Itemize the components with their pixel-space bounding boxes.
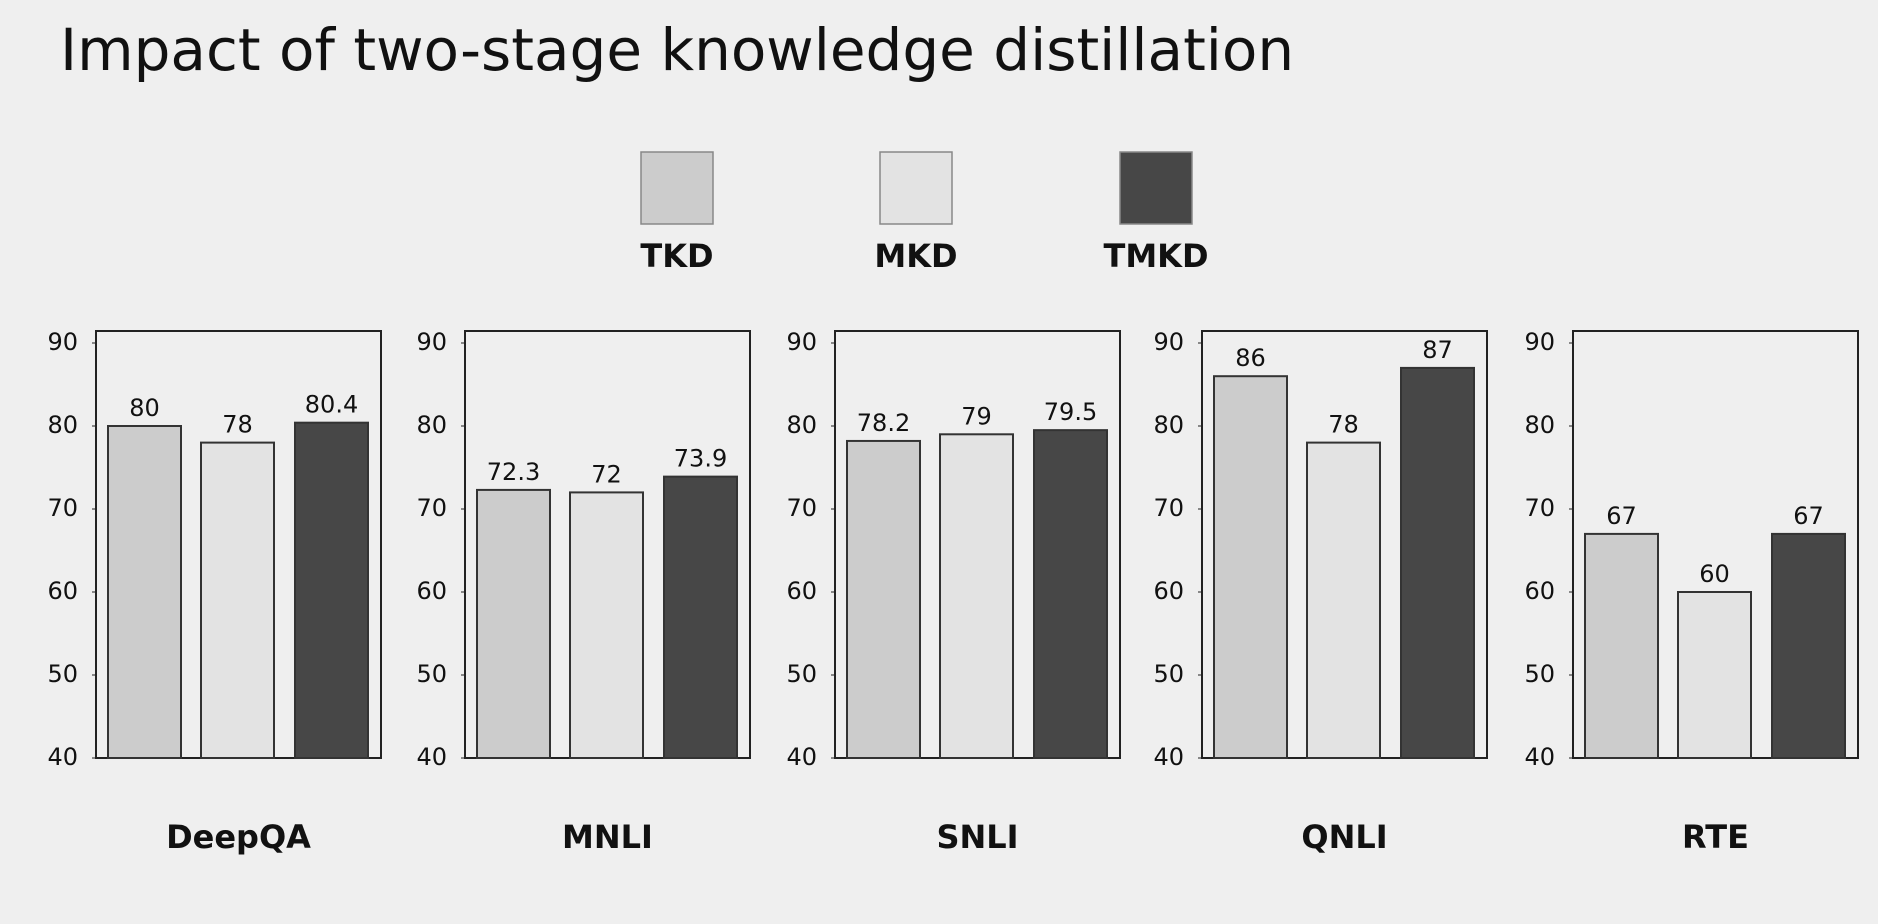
value-label: 67	[1793, 502, 1824, 530]
chart-label: MNLI	[562, 818, 653, 856]
bar	[1400, 366, 1475, 759]
y-tick-label: 70	[47, 494, 78, 522]
y-tick-label: 50	[47, 660, 78, 688]
y-tick-label: 90	[1153, 328, 1184, 356]
value-label: 78	[1328, 411, 1359, 439]
y-tick-label: 80	[1153, 411, 1184, 439]
value-label: 80	[129, 394, 160, 422]
value-label: 67	[1606, 502, 1637, 530]
y-tick-label: 70	[1153, 494, 1184, 522]
y-tick-label: 60	[47, 577, 78, 605]
y-tick-label: 70	[416, 494, 447, 522]
bar	[107, 425, 182, 759]
y-tick-label: 40	[1153, 743, 1184, 771]
y-tick-label: 50	[1153, 660, 1184, 688]
bar	[569, 491, 644, 759]
y-tick-label: 40	[1524, 743, 1555, 771]
legend-swatch	[640, 151, 714, 225]
bar	[1033, 429, 1108, 759]
bar	[1584, 532, 1659, 760]
value-label: 79.5	[1044, 398, 1097, 426]
y-tick-label: 40	[416, 743, 447, 771]
y-tick-label: 50	[786, 660, 817, 688]
chart-label: DeepQA	[166, 818, 311, 856]
legend-label: MKD	[874, 237, 957, 275]
y-tick-label: 60	[1153, 577, 1184, 605]
legend-swatch	[879, 151, 953, 225]
value-label: 60	[1699, 560, 1730, 588]
bar	[846, 439, 921, 759]
legend-swatch	[1119, 151, 1193, 225]
value-label: 72	[591, 460, 622, 488]
bar	[1213, 375, 1288, 759]
chart-label: SNLI	[936, 818, 1018, 856]
y-tick-label: 80	[786, 411, 817, 439]
y-tick-label: 70	[786, 494, 817, 522]
y-tick-label: 60	[416, 577, 447, 605]
legend-label: TMKD	[1103, 237, 1208, 275]
y-tick-label: 60	[786, 577, 817, 605]
y-tick-label: 80	[416, 411, 447, 439]
bar	[1306, 441, 1381, 759]
y-tick-label: 90	[416, 328, 447, 356]
y-tick-label: 50	[416, 660, 447, 688]
legend-label: TKD	[640, 237, 713, 275]
value-label: 72.3	[487, 458, 540, 486]
y-tick-label: 60	[1524, 577, 1555, 605]
bar	[939, 433, 1014, 759]
bar	[663, 475, 738, 759]
y-tick-label: 90	[1524, 328, 1555, 356]
y-tick-label: 40	[47, 743, 78, 771]
value-label: 87	[1422, 336, 1453, 364]
value-label: 86	[1235, 344, 1266, 372]
value-label: 79	[961, 402, 992, 430]
chart-label: QNLI	[1301, 818, 1387, 856]
y-tick-label: 50	[1524, 660, 1555, 688]
y-tick-label: 80	[1524, 411, 1555, 439]
y-tick-label: 40	[786, 743, 817, 771]
bar	[1677, 591, 1752, 759]
y-tick-label: 70	[1524, 494, 1555, 522]
chart-label: RTE	[1682, 818, 1749, 856]
y-tick-label: 90	[47, 328, 78, 356]
slide-title: Impact of two-stage knowledge distillati…	[60, 16, 1294, 84]
bar	[476, 488, 551, 759]
y-tick-label: 90	[786, 328, 817, 356]
bar	[294, 421, 369, 759]
value-label: 73.9	[674, 445, 727, 473]
bar	[200, 441, 275, 759]
value-label: 78.2	[857, 409, 910, 437]
y-tick-label: 80	[47, 411, 78, 439]
bar	[1771, 532, 1846, 760]
value-label: 80.4	[305, 391, 358, 419]
value-label: 78	[222, 411, 253, 439]
